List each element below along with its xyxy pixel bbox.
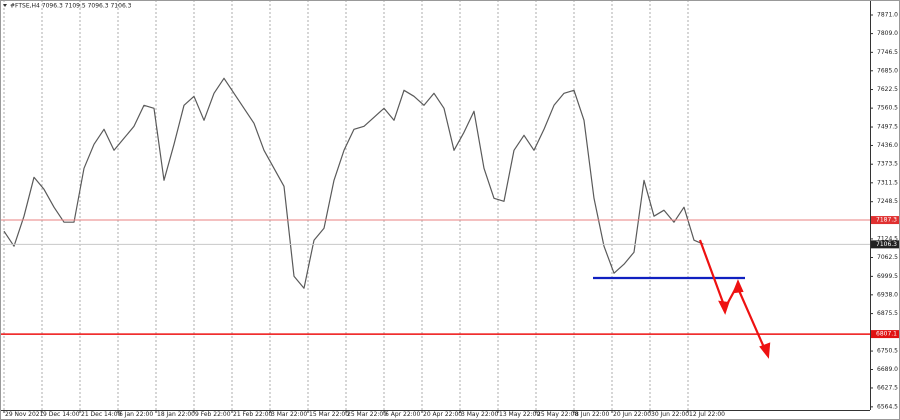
x-tick-label: 3 Mar 22:00 <box>271 411 307 418</box>
price-label: 6807.1 <box>876 331 897 338</box>
arrow-head <box>718 300 730 315</box>
forecast-arrows <box>698 239 771 359</box>
x-tick-label: 20 Jun 22:00 <box>613 411 651 418</box>
y-tick-label: 7560.5 <box>877 105 898 112</box>
price-label-box <box>871 330 899 339</box>
menu-triangle <box>3 4 7 7</box>
x-tick-label: 21 Feb 22:00 <box>233 411 273 418</box>
plot <box>0 77 870 335</box>
x-tick-label: 6 Apr 22:00 <box>385 411 420 418</box>
x-tick-label: 12 Jul 22:00 <box>689 411 725 418</box>
x-tick-label: 15 Mar 22:00 <box>309 411 349 418</box>
x-tick-label: 3 May 22:00 <box>461 411 499 418</box>
x-tick-label: 20 Apr 22:00 <box>423 411 462 418</box>
y-tick-label: 6875.5 <box>877 310 898 317</box>
grid <box>3 0 873 413</box>
arrow-head <box>759 342 771 359</box>
price-line <box>3 77 705 289</box>
y-tick-label: 7311.5 <box>877 179 898 186</box>
y-tick-label: 7622.5 <box>877 86 898 93</box>
y-tick-label: 6938.0 <box>877 291 898 298</box>
price-label: 7106.3 <box>876 241 897 248</box>
forecast-path <box>698 239 768 353</box>
x-tick-label: 21 Dec 14:00 <box>81 411 122 418</box>
y-tick-label: 7497.5 <box>877 124 898 131</box>
y-tick-label: 7685.0 <box>877 67 898 74</box>
y-tick-label: 7062.5 <box>877 254 898 261</box>
price-label-box <box>871 216 899 225</box>
x-tick-label: 9 Feb 22:00 <box>195 411 231 418</box>
y-tick-label: 7871.0 <box>877 11 898 18</box>
x-tick-label: 30 Jun 22:00 <box>651 411 689 418</box>
price-label: 7187.3 <box>876 217 897 224</box>
x-tick-label: 25 May 22:00 <box>537 411 578 418</box>
x-tick-label: 13 May 22:00 <box>499 411 540 418</box>
y-tick-label: 7746.5 <box>877 49 898 56</box>
y-tick-label: 6999.5 <box>877 273 898 280</box>
price-label-box <box>871 240 899 249</box>
y-tick-label: 6750.5 <box>877 348 898 355</box>
y-tick-label: 7373.5 <box>877 161 898 168</box>
y-tick-label: 7809.0 <box>877 30 898 37</box>
x-tick-label: 9 Dec 14:00 <box>43 411 80 418</box>
arrow-head <box>732 279 744 294</box>
y-tick-label: 7436.0 <box>877 142 898 149</box>
y-tick-label: 6689.0 <box>877 366 898 373</box>
chart-title: #FTSE,H4 7096.3 7109.5 7096.3 7106.3 <box>10 3 132 10</box>
x-tick-label: 29 Nov 2021 <box>5 411 44 418</box>
y-tick-label: 7248.5 <box>877 198 898 205</box>
x-tick-label: 8 Jun 22:00 <box>575 411 609 418</box>
x-tick-label: 18 Jan 22:00 <box>157 411 195 418</box>
y-tick-label: 7124.5 <box>877 235 898 242</box>
x-tick-label: 6 Jan 22:00 <box>119 411 153 418</box>
y-tick-label: 6564.5 <box>877 403 898 410</box>
y-tick-label: 6627.5 <box>877 384 898 391</box>
x-tick-label: 25 Mar 22:00 <box>347 411 387 418</box>
